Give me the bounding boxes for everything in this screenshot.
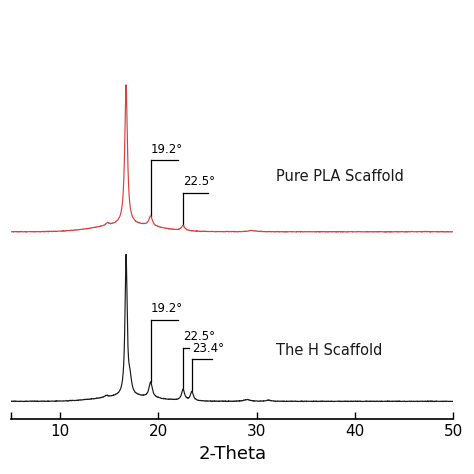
- Text: 23.4°: 23.4°: [192, 342, 224, 355]
- Text: The H Scaffold: The H Scaffold: [276, 343, 383, 358]
- Text: 19.2°: 19.2°: [151, 143, 183, 155]
- Text: Pure PLA Scaffold: Pure PLA Scaffold: [276, 169, 404, 184]
- X-axis label: 2-Theta: 2-Theta: [198, 445, 266, 463]
- Text: 19.2°: 19.2°: [151, 302, 183, 316]
- Text: 22.5°: 22.5°: [183, 175, 215, 189]
- Text: 22.5°: 22.5°: [183, 330, 215, 343]
